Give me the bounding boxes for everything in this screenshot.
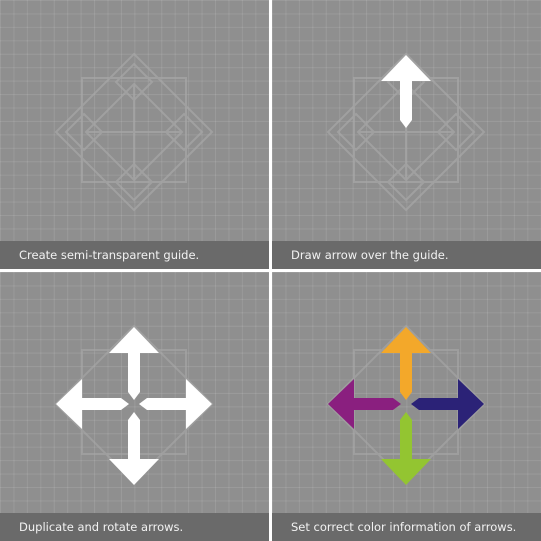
panel-draw-arrow: Draw arrow over the guide. (272, 0, 541, 269)
guide-shape (54, 52, 214, 212)
right-arrow-navy (411, 379, 484, 429)
four-arrows-white-illustration (54, 324, 214, 485)
down-arrow (109, 412, 159, 485)
left-arrow (56, 379, 129, 429)
four-arrows-colored-illustration (326, 324, 486, 485)
guide-illustration (54, 52, 214, 212)
left-arrow-purple (328, 379, 401, 429)
caption: Duplicate and rotate arrows. (0, 513, 269, 541)
up-arrow-orange (381, 327, 431, 400)
down-arrow-green (381, 412, 431, 485)
up-arrow (109, 327, 159, 400)
panel-set-colors: Set correct color information of arrows. (272, 272, 541, 541)
caption: Set correct color information of arrows. (272, 513, 541, 541)
right-arrow (139, 379, 212, 429)
panel-create-guide: Create semi-transparent guide. (0, 0, 269, 269)
up-arrow (381, 55, 431, 128)
panel-duplicate-rotate: Duplicate and rotate arrows. (0, 272, 269, 541)
draw-arrow-illustration (326, 52, 486, 212)
caption: Create semi-transparent guide. (0, 241, 269, 269)
caption: Draw arrow over the guide. (272, 241, 541, 269)
